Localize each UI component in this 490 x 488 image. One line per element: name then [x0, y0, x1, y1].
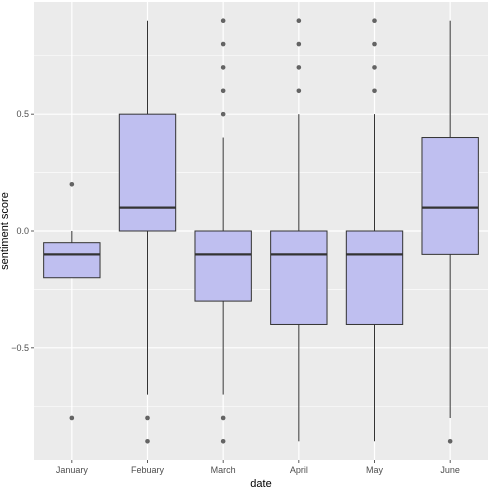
box-body — [345, 230, 404, 325]
y-axis-title: sentiment score — [0, 192, 11, 270]
y-tick-label: −0.5 — [11, 343, 29, 353]
outlier-point — [372, 18, 377, 23]
box-febuary — [118, 20, 177, 444]
outlier-point — [372, 41, 377, 47]
x-tick-label: Febuary — [131, 465, 165, 475]
box-body — [194, 230, 252, 302]
box-body — [118, 113, 177, 232]
outlier-point — [296, 18, 302, 23]
outlier-point — [220, 439, 226, 444]
box-january — [43, 181, 101, 421]
x-tick-label: May — [366, 465, 384, 475]
outlier-point — [296, 41, 302, 47]
outlier-point — [220, 415, 226, 421]
outlier-point — [372, 65, 377, 70]
box-may — [345, 18, 404, 442]
outlier-point — [296, 65, 302, 70]
box-body — [43, 242, 101, 279]
x-tick-label: June — [440, 465, 460, 475]
x-tick-label: January — [56, 465, 89, 475]
box-series — [43, 18, 479, 444]
outlier-point — [220, 41, 226, 47]
outlier-point — [220, 65, 226, 70]
outlier-point — [220, 18, 226, 23]
x-axis-ticks: January Febuary March April May June — [56, 460, 460, 475]
box-june — [421, 20, 479, 444]
box-body — [270, 230, 328, 325]
x-tick-label: March — [211, 465, 236, 475]
outlier-point — [69, 415, 75, 421]
y-tick-label: 0.0 — [16, 226, 29, 236]
y-axis-ticks: −0.5 0.0 0.5 — [11, 109, 34, 353]
outlier-point — [447, 439, 453, 444]
outlier-point — [220, 88, 226, 94]
box-body — [421, 137, 479, 255]
outlier-point — [145, 415, 150, 421]
box-march — [194, 18, 252, 444]
x-tick-label: April — [290, 465, 308, 475]
outlier-point — [69, 181, 75, 187]
outlier-point — [220, 111, 226, 117]
outlier-point — [296, 88, 302, 94]
y-tick-label: 0.5 — [16, 109, 29, 119]
outlier-point — [372, 88, 377, 94]
box-april — [270, 18, 328, 442]
outlier-point — [145, 439, 150, 444]
x-axis-title: date — [250, 478, 271, 488]
